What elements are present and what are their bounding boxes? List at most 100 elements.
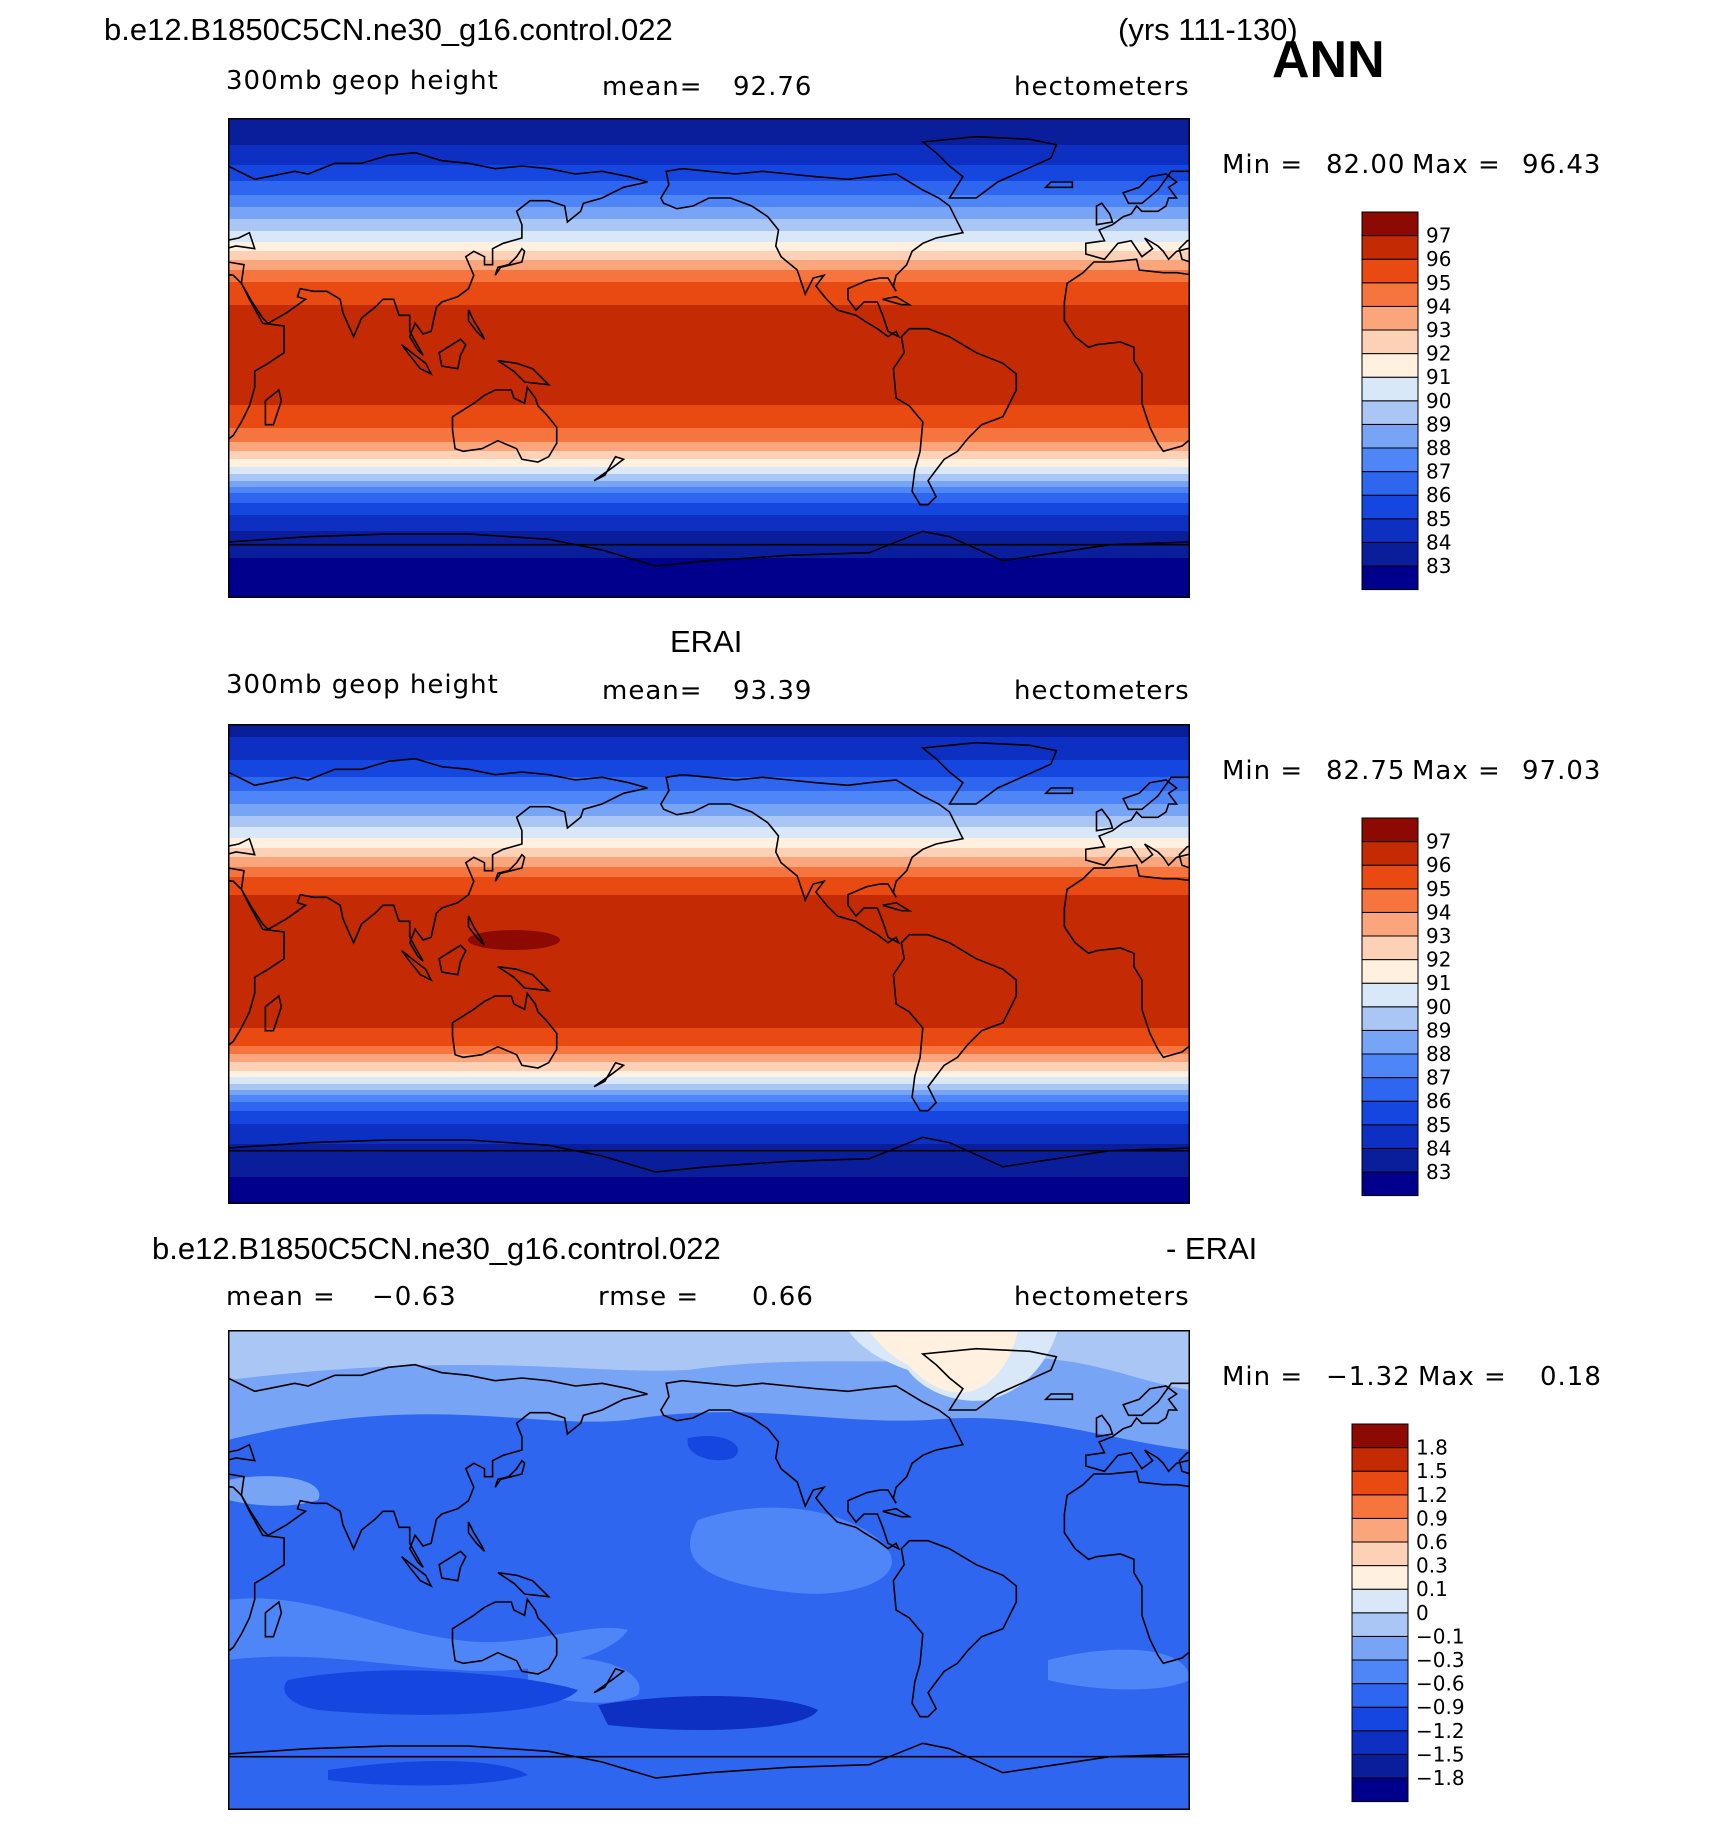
contour-band [228, 1065, 1190, 1067]
contour-band [228, 573, 1190, 575]
contour-band [228, 425, 1190, 427]
contour-band [228, 404, 1190, 406]
colorbar-box [1361, 329, 1419, 355]
coastline-africa [228, 273, 285, 441]
contour-band [228, 952, 1190, 954]
contour-band [228, 307, 1190, 309]
contour-band [228, 727, 1190, 729]
contour-band [228, 565, 1190, 567]
contour-band [228, 190, 1190, 192]
contour-band [228, 528, 1190, 530]
contour-band [228, 843, 1190, 845]
contour-band [228, 779, 1190, 781]
contour-band [228, 577, 1190, 579]
contour-band [228, 342, 1190, 344]
coastline-britain [1095, 808, 1114, 832]
contour-band [228, 785, 1190, 787]
contour-band [228, 875, 1190, 877]
contour-band [228, 849, 1190, 851]
contour-band [228, 357, 1190, 359]
contour-band [228, 778, 1190, 780]
contour-band [228, 140, 1190, 142]
contour-band [228, 924, 1190, 926]
contour-band [228, 1049, 1190, 1051]
colorbar-tick-label: 88 [1426, 436, 1451, 460]
contour-band [228, 457, 1190, 459]
colorbar-box [1361, 888, 1419, 913]
contour-band [228, 392, 1190, 394]
contour-band [228, 968, 1190, 970]
contour-band [228, 371, 1190, 373]
contour-band [228, 935, 1190, 937]
coastline-namerica [659, 1379, 965, 1551]
contour-band [228, 191, 1190, 193]
contour-band [228, 177, 1190, 179]
contour-band [228, 799, 1190, 801]
colorbar-tick-label: 85 [1426, 507, 1451, 531]
contour-band [228, 169, 1190, 171]
contour-band [228, 948, 1190, 950]
contour-band [228, 234, 1190, 236]
colorbar-tick-label: 84 [1426, 530, 1451, 554]
contour-band [228, 943, 1190, 945]
contour-band [228, 977, 1190, 979]
colorbar-tick-label: −0.9 [1416, 1695, 1465, 1719]
contour-band [228, 1022, 1190, 1024]
panel3-max-value: 0.18 [1540, 1362, 1602, 1392]
contour-band [228, 379, 1190, 381]
contour-band [228, 531, 1190, 533]
contour-band [228, 313, 1190, 315]
contour-band [228, 375, 1190, 377]
diff-pacific-patch [690, 1507, 892, 1594]
contour-band [228, 1015, 1190, 1017]
contour-band [228, 248, 1190, 250]
contour-band [228, 335, 1190, 337]
contour-band [228, 230, 1190, 232]
coastline-samerica [892, 327, 1018, 506]
contour-band [228, 226, 1190, 228]
contour-band [228, 210, 1190, 212]
contour-band [228, 820, 1190, 822]
contour-band [228, 481, 1190, 483]
contour-band [228, 503, 1190, 505]
contour-band [228, 909, 1190, 911]
contour-band [228, 762, 1190, 764]
contour-band [228, 181, 1190, 183]
contour-band [228, 1105, 1190, 1107]
contour-band [228, 1061, 1190, 1063]
contour-band [228, 836, 1190, 838]
contour-band [228, 261, 1190, 263]
contour-band [228, 168, 1190, 170]
contour-band [228, 1165, 1190, 1167]
contour-band [228, 808, 1190, 810]
contour-band [228, 142, 1190, 144]
colorbar-tick-label: 83 [1426, 554, 1451, 578]
contour-band [228, 473, 1190, 475]
contour-band [228, 1003, 1190, 1005]
contour-band [228, 586, 1190, 588]
coastline-iceland [1043, 181, 1074, 189]
contour-band [228, 585, 1190, 587]
contour-band [228, 189, 1190, 191]
contour-band [228, 1013, 1190, 1015]
coastline-iceland [1043, 787, 1074, 795]
contour-band [228, 883, 1190, 885]
contour-band [228, 1173, 1190, 1175]
colorbar-tick-label: 0.3 [1416, 1554, 1448, 1578]
contour-band [228, 150, 1190, 152]
contour-band [228, 1071, 1190, 1073]
contour-band [228, 360, 1190, 362]
contour-band [228, 981, 1190, 983]
contour-band [228, 1019, 1190, 1021]
contour-band [228, 526, 1190, 528]
contour-band [228, 355, 1190, 357]
contour-band [228, 730, 1190, 732]
contour-band [228, 1043, 1190, 1045]
colorbar-tick-label: 97 [1426, 830, 1451, 854]
contour-band [228, 576, 1190, 578]
contour-band [228, 1129, 1190, 1131]
contour-band [228, 969, 1190, 971]
colorbar-tick-label: −1.8 [1416, 1766, 1465, 1790]
contour-band [228, 743, 1190, 745]
panel1-colorbar: 83 84 85 86 87 88 89 90 91 92 93 94 95 96 97 [1360, 211, 1480, 592]
